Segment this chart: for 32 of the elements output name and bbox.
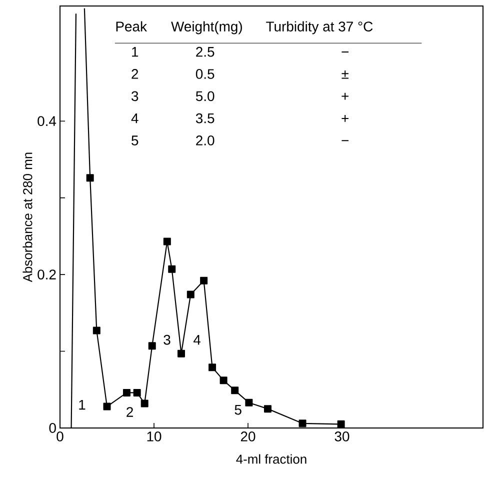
x-axis-title: 4-ml fraction bbox=[236, 454, 306, 464]
annotation: 2.0 bbox=[196, 136, 214, 146]
y-axis-title: Absorbance at 280 mn bbox=[22, 152, 32, 282]
annotation: 3.5 bbox=[196, 113, 214, 124]
annotation: 4 bbox=[193, 335, 201, 345]
annotation: 1 bbox=[79, 400, 86, 410]
annotation: ± bbox=[342, 70, 348, 79]
annotation: + bbox=[342, 115, 348, 122]
annotation: 0.5 bbox=[196, 69, 214, 79]
annotation: 4 bbox=[131, 114, 138, 124]
annotation: 2.5 bbox=[196, 46, 214, 57]
annotation: Weight(mg) bbox=[171, 21, 242, 34]
annotation: 1 bbox=[132, 47, 138, 57]
annotation: 5 bbox=[132, 136, 138, 146]
annotation: 3 bbox=[164, 334, 170, 345]
y-tick-label: 0.4 bbox=[38, 116, 56, 126]
annotation: Turbidity at 37 °C bbox=[266, 21, 373, 34]
annotation: Peak bbox=[116, 21, 148, 32]
annotation: 2 bbox=[126, 407, 133, 417]
annotation: − bbox=[342, 51, 348, 52]
x-tick-label: 10 bbox=[147, 432, 162, 442]
annotation: + bbox=[342, 92, 348, 100]
annotation: 5.0 bbox=[196, 91, 214, 102]
annotation: 2 bbox=[132, 69, 138, 79]
annotation: − bbox=[342, 140, 348, 142]
x-tick-label: 20 bbox=[240, 432, 256, 442]
y-tick-label: 0.2 bbox=[38, 270, 56, 280]
annotation: 3 bbox=[132, 91, 138, 102]
x-tick-label: 30 bbox=[334, 432, 350, 442]
x-tick-label: 0 bbox=[56, 432, 64, 442]
y-tick-label: 0 bbox=[49, 423, 56, 433]
annotation: 5 bbox=[234, 404, 242, 415]
